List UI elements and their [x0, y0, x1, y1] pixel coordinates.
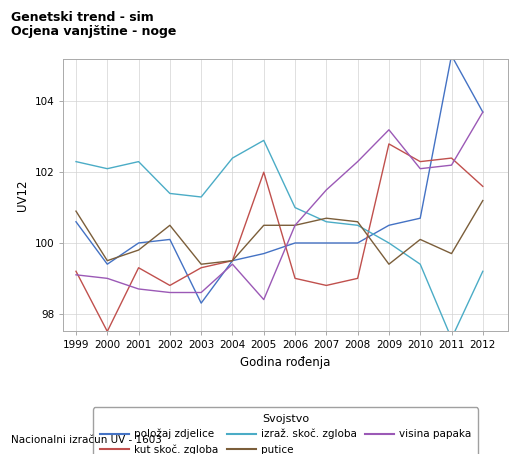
Text: Ocjena vanjštine - noge: Ocjena vanjštine - noge [11, 25, 176, 38]
Legend: položaj zdjelice, kut skoč. zgloba, izraž. skoč. zgloba, putice, visina papaka: položaj zdjelice, kut skoč. zgloba, izra… [93, 407, 478, 454]
X-axis label: Godina rođenja: Godina rođenja [241, 356, 331, 369]
Y-axis label: UV12: UV12 [16, 179, 29, 211]
Text: Nacionalni izračun UV - 1603: Nacionalni izračun UV - 1603 [11, 435, 161, 445]
Text: Genetski trend - sim: Genetski trend - sim [11, 11, 153, 25]
